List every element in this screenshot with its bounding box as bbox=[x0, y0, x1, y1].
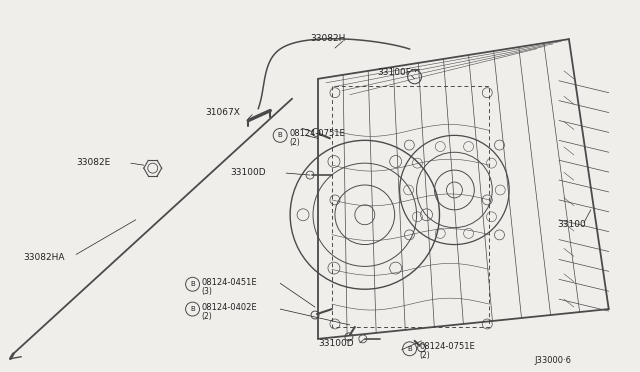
Text: 08124-0402E: 08124-0402E bbox=[202, 302, 257, 312]
Text: 08124-0451E: 08124-0451E bbox=[202, 278, 257, 287]
Text: B: B bbox=[190, 306, 195, 312]
Text: 33100D: 33100D bbox=[318, 339, 354, 348]
Text: 33100: 33100 bbox=[557, 220, 586, 229]
Text: 33100F: 33100F bbox=[378, 68, 412, 77]
Text: (3): (3) bbox=[202, 287, 212, 296]
Text: 33100D: 33100D bbox=[230, 168, 266, 177]
Text: B: B bbox=[190, 281, 195, 287]
Text: B: B bbox=[278, 132, 282, 138]
Text: J33000·6: J33000·6 bbox=[534, 356, 571, 365]
Text: 33082HA: 33082HA bbox=[23, 253, 65, 262]
Text: 08124-0751E: 08124-0751E bbox=[289, 129, 345, 138]
Text: (2): (2) bbox=[420, 351, 430, 360]
Text: 31067X: 31067X bbox=[205, 108, 241, 117]
Text: (2): (2) bbox=[289, 138, 300, 147]
Text: 33082H: 33082H bbox=[310, 33, 346, 43]
Text: 08124-0751E: 08124-0751E bbox=[420, 342, 476, 351]
Text: (2): (2) bbox=[202, 311, 212, 321]
Text: B: B bbox=[407, 346, 412, 352]
Text: 33082E: 33082E bbox=[76, 158, 110, 167]
